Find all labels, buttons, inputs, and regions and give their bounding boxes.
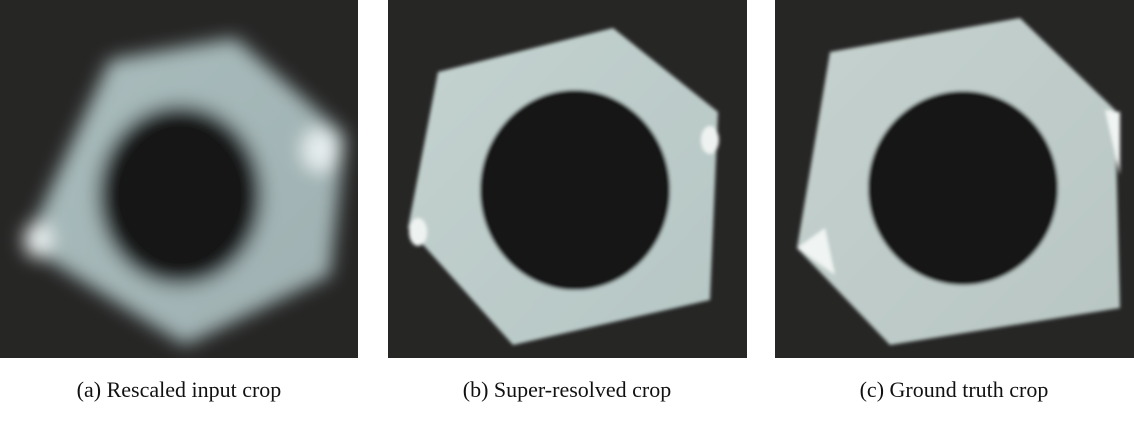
panel-image <box>0 0 358 358</box>
panel-image <box>388 0 747 358</box>
caption: (c) Ground truth crop <box>860 377 1049 402</box>
caption: (b) Super-resolved crop <box>463 377 671 402</box>
figure: (a) Rescaled input crop (b) Super-resolv… <box>0 0 1134 416</box>
panel-image <box>775 0 1134 358</box>
caption: (a) Rescaled input crop <box>77 377 282 402</box>
